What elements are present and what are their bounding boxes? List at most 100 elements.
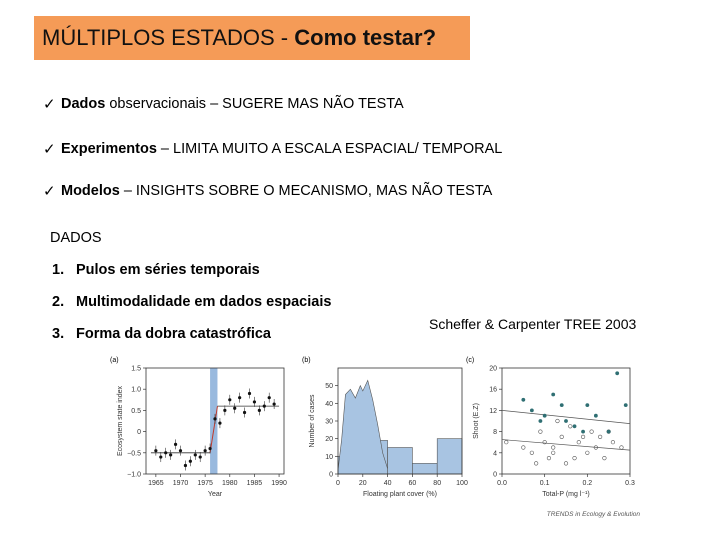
data-point-filled: [551, 392, 556, 397]
x-tick-label: 0.2: [582, 480, 592, 487]
panel-label: (c): [466, 357, 474, 364]
y-tick-label: −1.0: [127, 472, 141, 479]
bullet-item: ✓ Experimentos – LIMITA MUITO A ESCALA E…: [43, 140, 502, 158]
checkmark-icon: ✓: [43, 96, 56, 113]
axes-frame: [501, 367, 631, 475]
data-point-open: [572, 455, 577, 461]
item-text: Multimodalidade em dados espaciais: [76, 294, 332, 310]
figure-svg: (a) 1965 1970 1975 1980 1985 1990 1.5 1.0 0.5 0 −0.…: [110, 357, 640, 518]
x-tick-label: 1980: [222, 480, 238, 487]
data-point-open: [598, 434, 603, 439]
data-point: [164, 451, 168, 455]
data-point: [252, 400, 257, 404]
y-tick-label: 40: [325, 401, 333, 408]
data-point-open: [602, 455, 607, 461]
x-tick-label: 1985: [247, 480, 263, 487]
density-area: [337, 379, 388, 475]
x-tick-label: 1990: [271, 480, 287, 487]
bullet-text: observacionais – SUGERE MAS NÃO TESTA: [109, 96, 404, 112]
title-normal: MÚLTIPLOS ESTADOS -: [42, 25, 289, 50]
data-point: [218, 421, 222, 425]
y-tick-label: 16: [489, 387, 497, 394]
data-point-open: [619, 445, 624, 450]
item-text: Forma da dobra catastrófica: [76, 326, 271, 342]
data-point: [169, 453, 173, 457]
data-point: [247, 391, 252, 396]
x-axis-label: Total-P (mg l⁻¹): [542, 491, 590, 498]
y-tick-label: 12: [489, 408, 497, 415]
panel-label: (a): [110, 357, 119, 364]
data-point-open: [551, 450, 556, 455]
item-number: 2.: [52, 294, 65, 310]
data-point-open: [589, 429, 594, 434]
numbered-item: 2. Multimodalidade em dados espaciais: [52, 294, 331, 310]
y-tick-label: 10: [325, 454, 333, 461]
checkmark-icon: ✓: [43, 183, 56, 200]
numbered-item: 1. Pulos em séries temporais: [52, 262, 260, 278]
data-point: [188, 459, 192, 463]
data-point: [223, 408, 227, 412]
data-point: [267, 396, 271, 400]
data-point-open: [529, 450, 534, 455]
data-point-open: [563, 461, 569, 466]
data-point: [178, 449, 183, 453]
panel-label: (b): [302, 357, 311, 364]
y-axis-label: Shoot (E.Z): [473, 403, 480, 439]
x-tick-label: 0: [336, 480, 340, 487]
data-point-filled: [572, 424, 577, 429]
data-point: [208, 446, 212, 451]
data-point-open: [593, 445, 598, 450]
x-tick-label: 1965: [148, 480, 164, 487]
data-point-filled: [542, 413, 547, 418]
data-point-open: [559, 434, 564, 439]
data-point-open: [542, 440, 547, 445]
y-tick-label: 1.0: [131, 387, 141, 394]
item-number: 1.: [52, 262, 65, 278]
y-tick-label: 30: [325, 419, 333, 426]
data-point: [173, 442, 178, 446]
data-point-open: [546, 455, 552, 461]
y-tick-label: 0: [493, 472, 497, 479]
data-point-open: [555, 418, 560, 424]
data-point: [228, 398, 232, 402]
x-tick-label: 20: [359, 480, 367, 487]
x-tick-label: 0.1: [540, 480, 550, 487]
data-point-filled: [529, 408, 534, 413]
trend-line-filled: [501, 410, 631, 424]
axes-frame: [145, 367, 285, 475]
citation: Scheffer & Carpenter TREE 2003: [429, 316, 637, 332]
x-axis-label: Floating plant cover (%): [363, 491, 437, 498]
dados-heading: DADOS: [50, 230, 102, 246]
data-point-open: [521, 445, 526, 450]
data-point-filled: [606, 429, 611, 434]
title-bold: Como testar?: [294, 25, 437, 50]
data-point-filled: [585, 403, 590, 407]
data-point-open: [580, 434, 586, 439]
checkmark-icon: ✓: [43, 141, 56, 158]
data-point: [257, 408, 261, 412]
bullet-item: ✓ Dados observacionais – SUGERE MAS NÃO …: [43, 95, 404, 113]
data-point-open: [576, 440, 581, 445]
x-tick-label: 40: [384, 480, 392, 487]
data-point-filled: [564, 419, 568, 423]
histogram-bar: [436, 438, 463, 475]
bullet-bold: Modelos: [61, 183, 120, 199]
data-point-filled: [521, 397, 526, 402]
x-tick-label: 1970: [173, 480, 189, 487]
histogram-bar: [412, 463, 438, 475]
data-point-open: [534, 461, 539, 466]
data-point-filled: [581, 429, 585, 434]
trend-line-open: [501, 439, 631, 451]
y-tick-label: 20: [489, 366, 497, 373]
y-tick-label: 1.5: [131, 366, 141, 373]
y-tick-label: 0: [329, 472, 333, 479]
data-point-filled: [623, 403, 628, 407]
data-point: [213, 417, 217, 421]
numbered-item: 3. Forma da dobra catastrófica: [52, 326, 271, 342]
data-point-open: [585, 450, 590, 455]
y-tick-label: −0.5: [127, 450, 141, 457]
x-axis-label: Year: [208, 491, 223, 498]
bullet-bold: Dados: [61, 96, 106, 112]
data-point-open: [538, 429, 543, 434]
data-point-open: [551, 445, 556, 450]
